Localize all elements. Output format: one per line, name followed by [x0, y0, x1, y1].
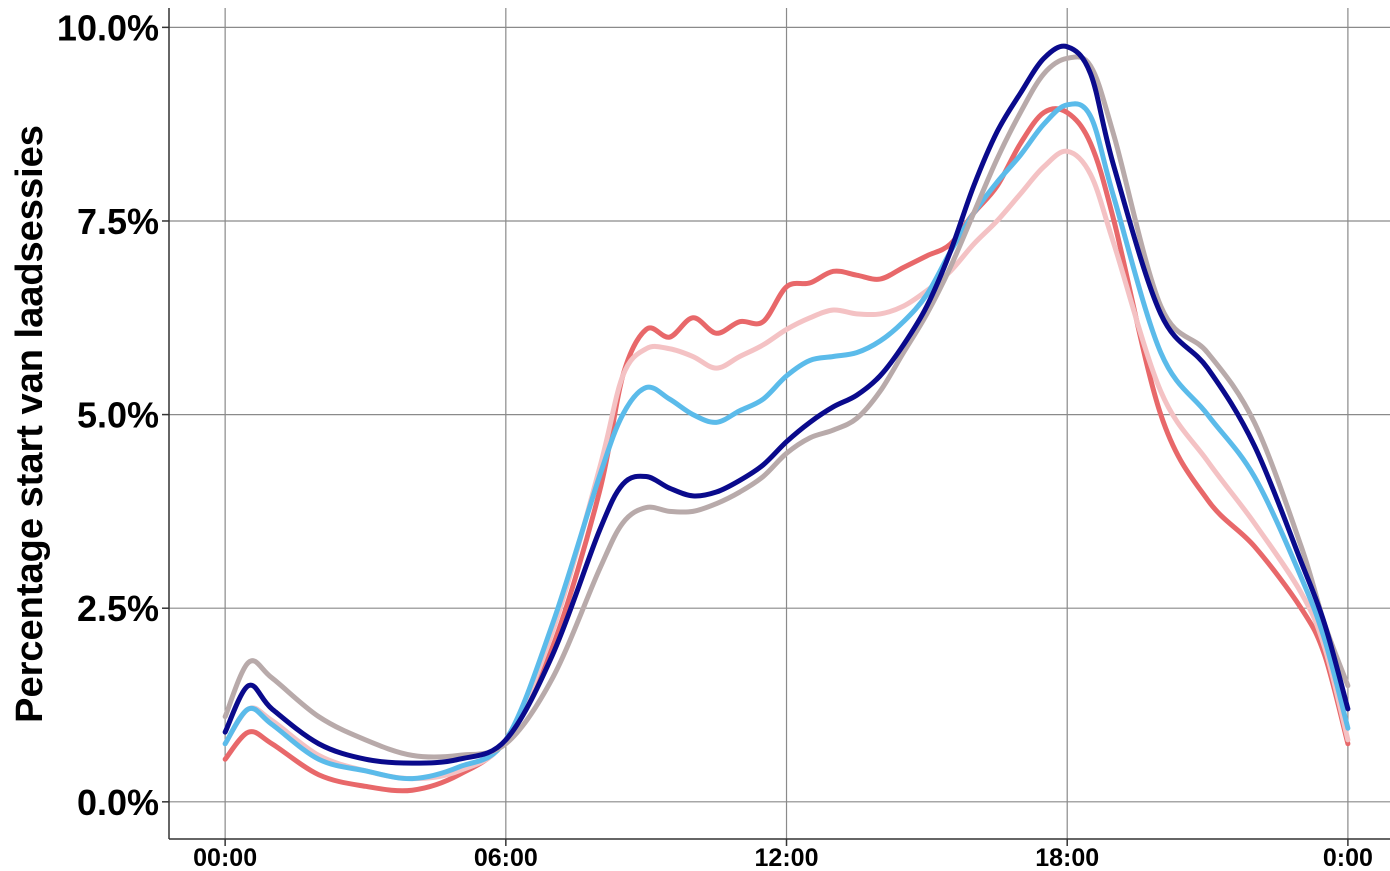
gridlines: [169, 8, 1390, 839]
x-tick-label: 12:00: [755, 844, 819, 871]
x-tick-label: 18:00: [1035, 844, 1099, 871]
x-tick-labels: 00:00 06:00 12:00 18:00 0:00: [193, 839, 1373, 871]
series-lines: [222, 43, 1351, 794]
series-line-3: [222, 101, 1351, 782]
series-line-5: [222, 43, 1351, 766]
x-tick-label: 00:00: [193, 844, 257, 871]
y-tick-labels: 0.0% 2.5% 5.0% 7.5% 10.0%: [57, 7, 169, 823]
y-tick-label: 2.5%: [77, 588, 159, 629]
y-tick-label: 0.0%: [77, 782, 159, 823]
y-tick-label: 10.0%: [57, 7, 159, 48]
y-axis-label: Percentage start van laadsessies: [9, 125, 51, 723]
y-tick-label: 7.5%: [77, 201, 159, 242]
x-tick-label: 06:00: [474, 844, 538, 871]
x-tick-label: 0:00: [1323, 844, 1373, 871]
axes: [168, 8, 1390, 840]
y-tick-label: 5.0%: [77, 395, 159, 436]
